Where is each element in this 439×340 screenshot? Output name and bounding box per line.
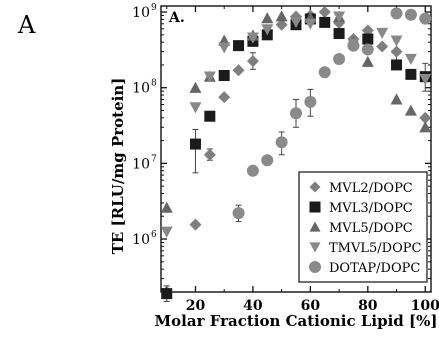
data-point-tmvl5-dopc — [404, 53, 417, 65]
data-point-dotap-dopc — [290, 107, 302, 120]
data-point-tmvl5-dopc — [290, 16, 302, 28]
data-point-mvl2-dopc — [218, 91, 231, 104]
x-tick-label: 80 — [358, 298, 378, 314]
series-dotap-dopc — [232, 7, 432, 223]
data-point-mvl5-dopc — [390, 93, 403, 105]
y-tick-label-exponent: 6 — [151, 230, 157, 240]
data-point-dotap-dopc — [261, 154, 274, 167]
data-point-mvl2-dopc — [361, 24, 374, 37]
legend-label: TMVL5/DOPC — [329, 241, 421, 256]
data-point-mvl5-dopc — [189, 81, 202, 93]
data-point-tmvl5-dopc — [189, 102, 202, 114]
data-point-tmvl5-dopc — [419, 73, 432, 86]
y-tick-label-exponent: 8 — [151, 79, 157, 89]
data-point-mvl3-dopc — [218, 70, 230, 82]
legend-box — [298, 171, 428, 283]
data-point-dotap-dopc — [347, 39, 360, 52]
data-point-mvl2-dopc — [390, 45, 403, 58]
data-point-tmvl5-dopc — [160, 226, 173, 238]
data-point-dotap-dopc — [304, 95, 317, 108]
data-point-mvl3-dopc — [233, 40, 245, 52]
inset-panel-label: A. — [168, 10, 185, 26]
data-point-mvl3-dopc — [391, 59, 403, 71]
data-point-mvl2-dopc — [376, 40, 389, 53]
y-tick-label-exponent: 7 — [151, 154, 157, 164]
data-point-dotap-dopc — [318, 66, 331, 79]
data-point-dotap-dopc — [275, 136, 288, 149]
data-point-mvl3-dopc — [362, 33, 374, 45]
data-point-mvl3-dopc — [204, 110, 216, 122]
x-tick-label: 100 — [411, 298, 439, 314]
data-point-mvl2-dopc — [419, 111, 432, 124]
data-point-mvl3-dopc — [405, 68, 417, 80]
data-point-mvl5-dopc — [275, 10, 288, 22]
data-point-mvl3-dopc — [319, 16, 331, 28]
y-axis-label: TE [RLU/mg Protein] — [109, 78, 127, 255]
legend-marker-mvl3-dopc — [309, 201, 321, 213]
y-tick-label: 10 — [132, 232, 150, 248]
data-point-tmvl5-dopc — [333, 11, 346, 23]
data-point-dotap-dopc — [232, 207, 245, 220]
legend-marker-mvl2-dopc — [309, 181, 321, 193]
data-point-mvl2-dopc — [275, 18, 288, 31]
legend-label: MVL2/DOPC — [329, 181, 413, 196]
y-tick-label: 10 — [132, 81, 150, 97]
y-tick-label: 10 — [132, 5, 150, 21]
data-point-dotap-dopc — [333, 52, 346, 65]
data-point-tmvl5-dopc — [261, 24, 274, 36]
data-point-dotap-dopc — [390, 7, 403, 20]
legend-marker-dotap-dopc — [309, 261, 321, 273]
data-point-mvl2-dopc — [189, 218, 202, 231]
data-point-tmvl5-dopc — [203, 71, 216, 83]
legend-marker-mvl5-dopc — [309, 221, 321, 232]
data-point-tmvl5-dopc — [218, 42, 231, 54]
x-tick-label: 40 — [243, 298, 263, 314]
data-point-dotap-dopc — [246, 164, 259, 177]
y-tick-label: 10 — [132, 156, 150, 172]
legend: MVL2/DOPC MVL3/DOPC MVL5/DOPC TMVL5/DOPC DOT… — [298, 171, 428, 283]
data-point-tmvl5-dopc — [246, 32, 259, 44]
data-point-mvl2-dopc — [203, 148, 216, 161]
data-point-dotap-dopc — [361, 43, 374, 56]
x-tick-label: 60 — [301, 298, 321, 314]
data-point-mvl5-dopc — [361, 55, 374, 67]
data-point-mvl3-dopc — [161, 288, 173, 300]
plot-frame — [160, 5, 432, 293]
data-point-mvl5-dopc — [160, 201, 173, 213]
data-point-dotap-dopc — [419, 12, 432, 25]
data-point-mvl5-dopc — [404, 104, 417, 116]
data-point-mvl2-dopc — [246, 55, 259, 68]
legend-marker-tmvl5-dopc — [309, 242, 321, 253]
data-point-mvl5-dopc — [261, 12, 274, 24]
legend-label: MVL3/DOPC — [329, 201, 413, 216]
x-tick-label: 20 — [186, 298, 206, 314]
data-point-tmvl5-dopc — [376, 27, 389, 39]
data-point-tmvl5-dopc — [390, 35, 403, 47]
legend-label: DOTAP/DOPC — [329, 261, 420, 276]
data-point-dotap-dopc — [404, 8, 417, 21]
data-point-mvl3-dopc — [189, 138, 201, 150]
data-point-mvl5-dopc — [419, 121, 432, 133]
data-point-tmvl5-dopc — [304, 18, 317, 30]
data-point-mvl3-dopc — [333, 28, 345, 40]
panel-label: A — [17, 11, 36, 39]
data-point-mvl2-dopc — [318, 6, 331, 19]
data-point-mvl2-dopc — [232, 64, 245, 77]
x-axis-label: Molar Fraction Cationic Lipid [%] — [155, 312, 438, 330]
y-tick-label-exponent: 9 — [151, 3, 157, 13]
legend-label: MVL5/DOPC — [329, 221, 413, 236]
